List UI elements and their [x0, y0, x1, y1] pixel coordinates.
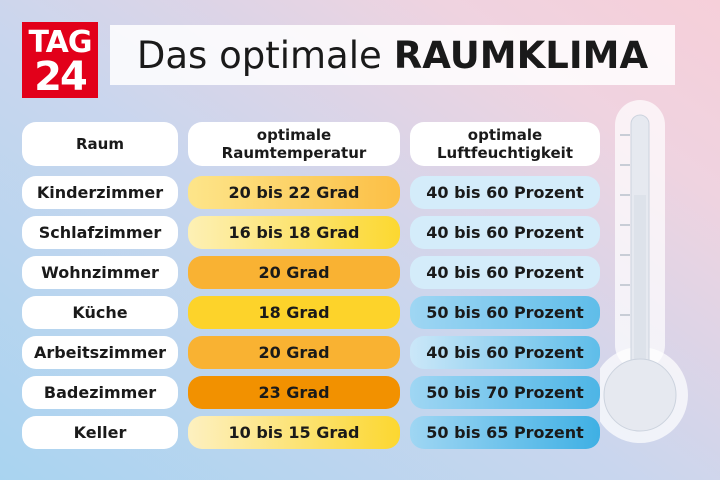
room-cell: Arbeitszimmer: [22, 336, 178, 369]
temperature-cell: 18 Grad: [188, 296, 400, 329]
humidity-cell: 40 bis 60 Prozent: [410, 256, 600, 289]
room-cell: Kinderzimmer: [22, 176, 178, 209]
humidity-cell: 40 bis 60 Prozent: [410, 336, 600, 369]
humidity-cell: 50 bis 65 Prozent: [410, 416, 600, 449]
logo-text: 24: [34, 54, 88, 100]
temperature-cell: 20 Grad: [188, 336, 400, 369]
room-cell: Keller: [22, 416, 178, 449]
logo: TAG 24: [22, 22, 98, 98]
header-cell: optimale Luftfeuchtigkeit: [410, 122, 600, 166]
logo-text: TAG: [28, 25, 93, 60]
thermometer: [600, 100, 688, 443]
title-normal: Das optimale: [136, 33, 382, 77]
room-cell: Wohnzimmer: [22, 256, 178, 289]
humidity-cell: 50 bis 70 Prozent: [410, 376, 600, 409]
title: Das optimale RAUMKLIMA: [110, 25, 675, 85]
temperature-cell: 20 Grad: [188, 256, 400, 289]
humidity-cell: 50 bis 60 Prozent: [410, 296, 600, 329]
header-text: optimale: [467, 126, 543, 144]
temperature-cell: 23 Grad: [188, 376, 400, 409]
humidity-cell: 40 bis 60 Prozent: [410, 216, 600, 249]
room-cell: Badezimmer: [22, 376, 178, 409]
header-text: Raum: [76, 135, 124, 153]
temperature-cell: 10 bis 15 Grad: [188, 416, 400, 449]
header-cell: Raum: [22, 122, 178, 166]
title-bold: RAUMKLIMA: [393, 33, 649, 77]
header-text: Luftfeuchtigkeit: [437, 144, 573, 162]
room-cell: Küche: [22, 296, 178, 329]
humidity-cell: 40 bis 60 Prozent: [410, 176, 600, 209]
header-text: Raumtemperatur: [221, 144, 367, 162]
header-cell: optimale Raumtemperatur: [188, 122, 400, 166]
header-text: optimale: [256, 126, 332, 144]
temperature-cell: 20 bis 22 Grad: [188, 176, 400, 209]
room-cell: Schlafzimmer: [22, 216, 178, 249]
temperature-cell: 16 bis 18 Grad: [188, 216, 400, 249]
